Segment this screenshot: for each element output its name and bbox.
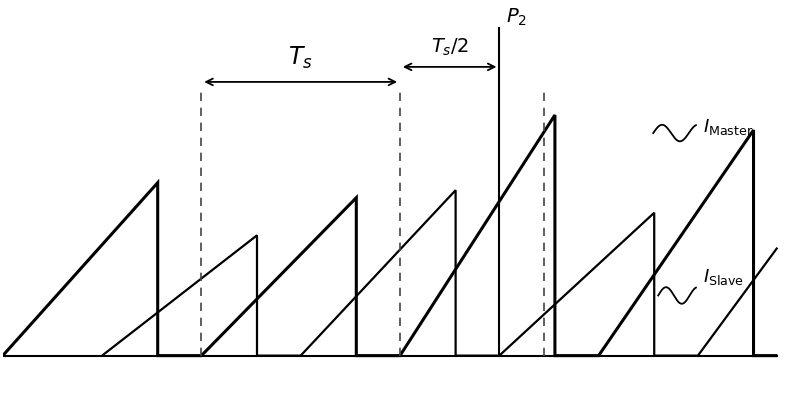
Text: $P_2$: $P_2$ [506, 6, 527, 28]
Text: $T_s$: $T_s$ [288, 45, 313, 71]
Text: $I_{\rm Slave}$: $I_{\rm Slave}$ [703, 267, 744, 287]
Text: $I_{\rm Master}$: $I_{\rm Master}$ [703, 117, 754, 137]
Text: $T_s/2$: $T_s/2$ [430, 36, 469, 58]
